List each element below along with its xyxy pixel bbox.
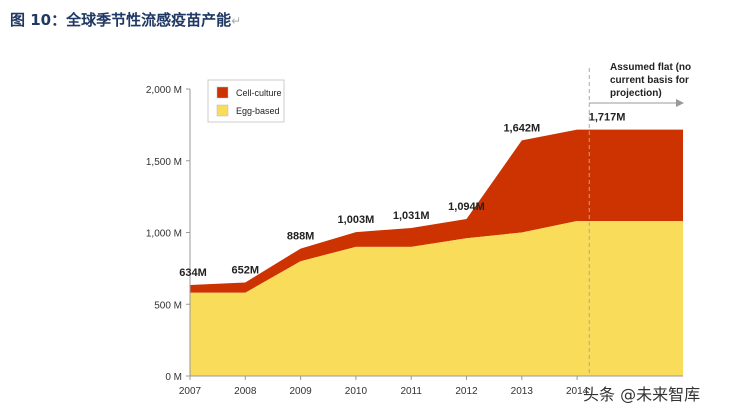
legend-swatch: [216, 104, 229, 117]
x-tick-label: 2008: [234, 386, 257, 397]
data-label: 1,003M: [338, 214, 375, 226]
data-label: 652M: [232, 264, 260, 276]
series-cell-culture-area: [190, 129, 683, 293]
x-tick-label: 2010: [345, 386, 368, 397]
y-tick-label: 1,500 M: [146, 157, 182, 168]
x-tick-label: 2013: [511, 386, 534, 397]
legend-label: Egg-based: [236, 106, 280, 116]
x-tick-label: 2012: [455, 386, 478, 397]
x-tick-label: 2007: [179, 386, 202, 397]
annotation-line: current basis for: [610, 75, 689, 86]
data-label: 1,642M: [503, 122, 540, 134]
projection-arrowhead: [676, 99, 684, 107]
y-tick-label: 2,000 M: [146, 85, 182, 96]
data-label: 1,094M: [448, 201, 485, 213]
legend-label: Cell-culture: [236, 88, 282, 98]
annotation-line: projection): [610, 88, 662, 99]
data-label: 1,717M: [589, 112, 626, 124]
y-tick-label: 1,000 M: [146, 229, 182, 240]
y-tick-label: 0 M: [165, 372, 182, 383]
return-mark-icon: ↵: [231, 14, 242, 28]
figure-title: 图 10：全球季节性流感疫苗产能↵: [10, 9, 241, 30]
data-label: 634M: [179, 267, 207, 279]
figure-title-text: 图 10：全球季节性流感疫苗产能: [10, 11, 232, 29]
y-tick-label: 500 M: [154, 300, 182, 311]
watermark: 头条 @未来智库: [583, 385, 701, 404]
x-tick-label: 2009: [289, 386, 312, 397]
x-tick-label: 2014: [566, 386, 589, 397]
data-label: 1,031M: [393, 210, 430, 222]
series-egg-based-area: [190, 221, 683, 376]
legend-swatch: [216, 86, 229, 99]
annotation-line: Assumed flat (no: [610, 62, 691, 73]
x-tick-label: 2011: [400, 386, 422, 397]
data-label: 888M: [287, 231, 315, 243]
